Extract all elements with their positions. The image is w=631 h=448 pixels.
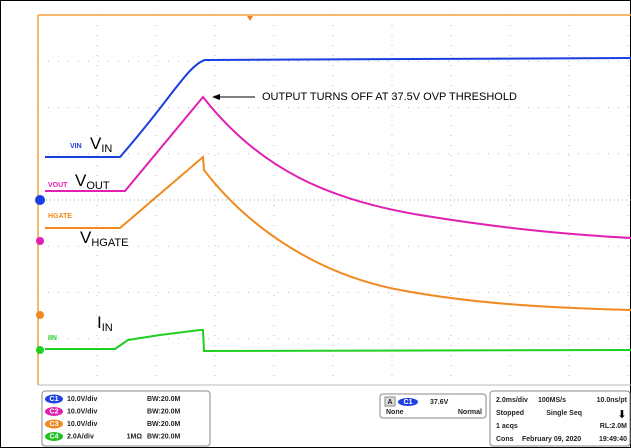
ch3-marker — [36, 311, 44, 319]
acq: RL:2.0M — [600, 423, 627, 430]
badge-text: C2 — [50, 408, 59, 415]
trigger-source: C1 — [404, 399, 413, 406]
trace-vin — [45, 57, 631, 158]
scale: 10.0V/div — [67, 408, 97, 415]
ch4-marker — [36, 346, 44, 354]
tag: IIN — [48, 335, 57, 342]
acq: Stopped — [496, 410, 524, 417]
label: VHGATE — [80, 228, 128, 248]
trigger-marker — [247, 16, 253, 21]
label: VOUT — [75, 171, 110, 191]
trigger-level: 37.6V — [430, 399, 449, 406]
acq: February 09, 2020 — [522, 436, 581, 443]
trace-hgate — [45, 154, 631, 311]
channel-box — [41, 390, 211, 447]
badge-text: C3 — [50, 421, 59, 428]
trace-iin — [45, 329, 631, 353]
acq: Single Seq — [546, 410, 582, 417]
label: IIN — [97, 313, 113, 333]
scale: 10.0V/div — [67, 396, 97, 403]
scale: 10.0V/div — [67, 421, 97, 428]
scale: 2.0A/div — [67, 433, 94, 440]
badge-text: C1 — [50, 396, 59, 403]
bandwidth: BW:20.0M — [147, 433, 180, 440]
trigger-type: Normal — [458, 409, 482, 416]
badge — [45, 394, 63, 404]
acq: 19:49:40 — [599, 436, 627, 443]
bandwidth: BW:20.0M — [147, 396, 180, 403]
badge — [398, 398, 418, 406]
tag: VIN — [70, 143, 82, 150]
label: VIN — [90, 134, 112, 154]
badge — [45, 419, 63, 429]
ch1-marker — [35, 195, 45, 205]
acq: 10.0ns/pt — [597, 397, 628, 404]
grid — [38, 15, 631, 385]
acq: 1 acqs — [496, 423, 518, 430]
tag: HGATE — [48, 213, 72, 220]
tag: VOUT — [48, 182, 68, 189]
impedance: 1MΩ — [127, 433, 143, 440]
acq: 100MS/s — [538, 397, 566, 404]
trigger-mode: A — [387, 399, 392, 406]
badge — [45, 432, 63, 441]
trigger-coupling: None — [386, 409, 404, 416]
badge-text: C4 — [50, 433, 59, 440]
acq: Cons — [496, 436, 514, 443]
arrow-icon: ⬇ — [617, 409, 626, 421]
acq: 2.0ms/div — [496, 397, 528, 404]
acq-box — [489, 390, 631, 447]
trigger-mode-box — [384, 396, 396, 407]
bandwidth: BW:20.0M — [147, 421, 180, 428]
arrow-head — [212, 94, 220, 100]
badge — [45, 407, 63, 416]
trace-vout — [45, 95, 631, 239]
ch2-marker — [36, 237, 44, 245]
bandwidth: BW:20.0M — [147, 408, 180, 415]
annotation: OUTPUT TURNS OFF AT 37.5V OVP THRESHOLD — [262, 91, 517, 103]
